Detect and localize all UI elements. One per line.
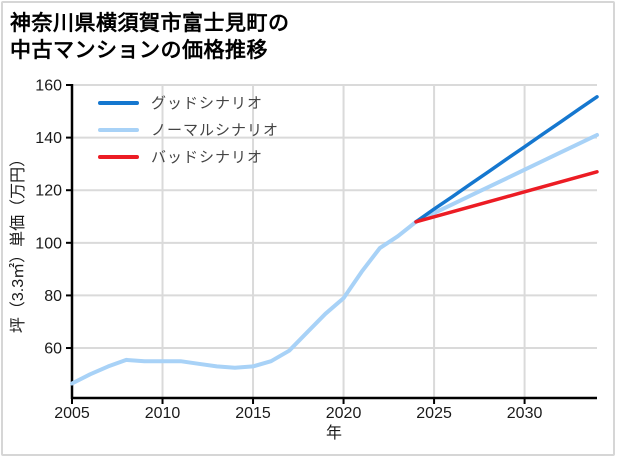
x-tick-label: 2020: [326, 405, 362, 422]
x-tick-label: 2030: [507, 405, 543, 422]
title-line-1: 神奈川県横須賀市富士見町の: [10, 12, 290, 35]
legend-item-label: グッドシナリオ: [151, 95, 264, 112]
legend-item-label: ノーマルシナリオ: [151, 122, 280, 139]
legend: グッドシナリオ ノーマルシナリオ バッドシナリオ: [98, 89, 279, 170]
gridlines: [72, 84, 597, 398]
y-tick-label: 60: [44, 341, 62, 358]
y-tick-label: 120: [35, 183, 62, 200]
legend-line-swatch: [98, 127, 139, 132]
legend-line-swatch: [98, 154, 139, 159]
y-tick-label: 100: [35, 235, 62, 252]
x-axis-title: 年: [326, 424, 342, 442]
series-line-バッドシナリオ[interactable]: [414, 170, 599, 224]
x-tick-label: 2005: [54, 405, 90, 422]
legend-item[interactable]: グッドシナリオ: [98, 89, 279, 116]
series-line-ノーマルシナリオ[interactable]: [70, 133, 599, 386]
tick-labels: 60 80 100 120 140 160 2005 2010 2015 2020 2025 2030: [35, 78, 542, 423]
y-tick-label: 140: [35, 130, 62, 147]
x-tick-label: 2010: [145, 405, 181, 422]
title-line-2: 中古マンションの価格推移: [10, 39, 268, 62]
legend-item[interactable]: バッドシナリオ: [98, 143, 279, 170]
data-series: [70, 95, 599, 386]
legend-item[interactable]: ノーマルシナリオ: [98, 116, 279, 143]
x-tick-label: 2015: [235, 405, 271, 422]
axes: [66, 84, 597, 404]
legend-line-swatch: [98, 100, 139, 105]
chart-card: [1, 1, 615, 456]
x-tick-label: 2025: [416, 405, 452, 422]
legend-item-label: バッドシナリオ: [151, 149, 264, 166]
y-tick-label: 80: [44, 288, 62, 305]
y-tick-label: 160: [35, 78, 62, 95]
page-title: 神奈川県横須賀市富士見町の 中古マンションの価格推移: [10, 10, 290, 64]
series-line-グッドシナリオ[interactable]: [414, 95, 599, 224]
y-axis-title: 坪（3.3㎡）単価（万円）: [9, 151, 27, 333]
